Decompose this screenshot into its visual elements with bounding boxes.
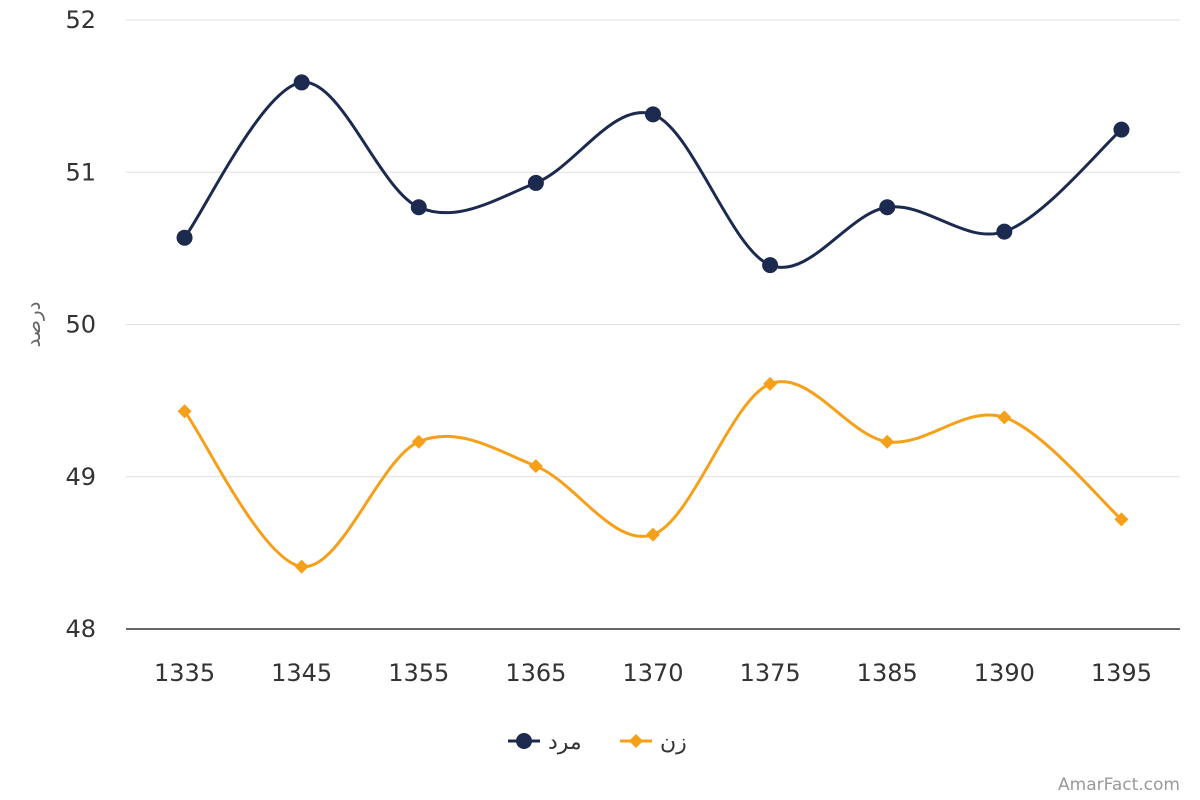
y-tick-label: 51 bbox=[65, 158, 96, 186]
y-axis: 48 49 50 51 52 درصد bbox=[21, 6, 96, 643]
x-tick-label: 1365 bbox=[505, 659, 566, 687]
data-point[interactable] bbox=[294, 559, 309, 574]
legend-label: زن bbox=[660, 730, 687, 755]
data-point[interactable] bbox=[879, 199, 896, 216]
data-point[interactable] bbox=[996, 223, 1013, 240]
gridlines bbox=[126, 19, 1180, 630]
y-tick-label: 52 bbox=[65, 6, 96, 34]
data-point[interactable] bbox=[1113, 121, 1130, 138]
legend[interactable]: مرد زن bbox=[508, 730, 687, 755]
legend-marker[interactable] bbox=[516, 733, 532, 749]
y-tick-label: 50 bbox=[65, 311, 96, 339]
series-lines bbox=[176, 74, 1130, 574]
legend-marker[interactable] bbox=[629, 734, 643, 748]
series-male bbox=[176, 74, 1130, 274]
data-point[interactable] bbox=[176, 229, 193, 246]
x-tick-label: 1335 bbox=[154, 659, 215, 687]
data-point[interactable] bbox=[763, 376, 778, 391]
y-tick-label: 49 bbox=[65, 463, 96, 491]
data-point[interactable] bbox=[762, 257, 779, 274]
x-tick-label: 1355 bbox=[388, 659, 449, 687]
data-point[interactable] bbox=[293, 74, 310, 91]
x-tick-label: 1385 bbox=[857, 659, 918, 687]
data-point[interactable] bbox=[645, 106, 661, 123]
legend-item[interactable]: زن bbox=[620, 730, 687, 755]
x-tick-label: 1370 bbox=[622, 659, 683, 687]
x-tick-label: 1390 bbox=[974, 659, 1035, 687]
credit-text[interactable]: AmarFact.com bbox=[1058, 775, 1180, 795]
legend-label: مرد bbox=[548, 730, 582, 755]
data-point[interactable] bbox=[527, 174, 544, 191]
data-point[interactable] bbox=[528, 459, 543, 474]
data-point[interactable] bbox=[997, 410, 1012, 425]
y-tick-label: 48 bbox=[65, 615, 96, 643]
data-point[interactable] bbox=[646, 527, 660, 542]
data-point[interactable] bbox=[177, 404, 192, 419]
y-axis-title: درصد bbox=[21, 301, 45, 347]
legend-item[interactable]: مرد bbox=[508, 730, 582, 755]
x-tick-label: 1395 bbox=[1091, 659, 1152, 687]
x-tick-label: 1375 bbox=[740, 659, 801, 687]
x-tick-label: 1345 bbox=[271, 659, 332, 687]
data-point[interactable] bbox=[410, 199, 427, 216]
x-axis: 1335 1345 1355 1365 1370 1375 1385 1390 1395 bbox=[154, 659, 1152, 687]
data-point[interactable] bbox=[1114, 512, 1129, 527]
data-point[interactable] bbox=[880, 434, 895, 449]
series-female bbox=[177, 376, 1129, 574]
data-point[interactable] bbox=[411, 434, 426, 449]
